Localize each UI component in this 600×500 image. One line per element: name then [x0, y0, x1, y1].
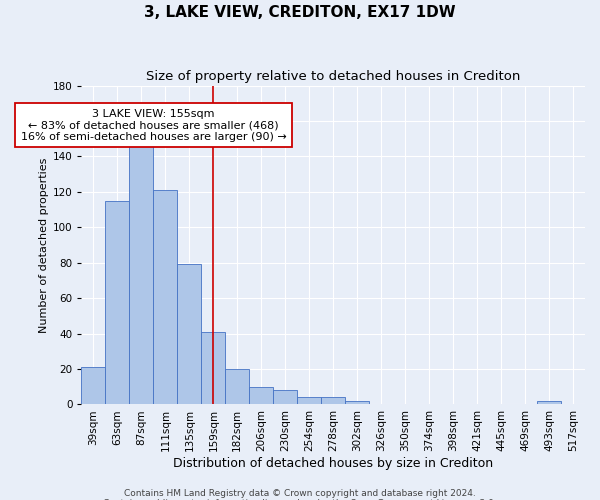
Text: Contains HM Land Registry data © Crown copyright and database right 2024.: Contains HM Land Registry data © Crown c… — [124, 488, 476, 498]
Text: 3 LAKE VIEW: 155sqm
← 83% of detached houses are smaller (468)
16% of semi-detac: 3 LAKE VIEW: 155sqm ← 83% of detached ho… — [20, 108, 286, 142]
Bar — [226, 369, 249, 404]
Bar — [297, 398, 321, 404]
Y-axis label: Number of detached properties: Number of detached properties — [38, 158, 49, 332]
Text: 3, LAKE VIEW, CREDITON, EX17 1DW: 3, LAKE VIEW, CREDITON, EX17 1DW — [144, 5, 456, 20]
Title: Size of property relative to detached houses in Crediton: Size of property relative to detached ho… — [146, 70, 520, 83]
Bar — [249, 386, 273, 404]
Bar — [202, 332, 226, 404]
Bar — [130, 144, 154, 405]
Bar — [537, 401, 561, 404]
Text: Contains public sector information licensed under the Open Government Licence v3: Contains public sector information licen… — [103, 498, 497, 500]
Bar — [345, 401, 369, 404]
Bar — [106, 200, 130, 404]
X-axis label: Distribution of detached houses by size in Crediton: Distribution of detached houses by size … — [173, 457, 493, 470]
Bar — [321, 398, 345, 404]
Bar — [82, 368, 106, 405]
Bar — [273, 390, 297, 404]
Bar — [178, 264, 202, 404]
Bar — [154, 190, 178, 404]
